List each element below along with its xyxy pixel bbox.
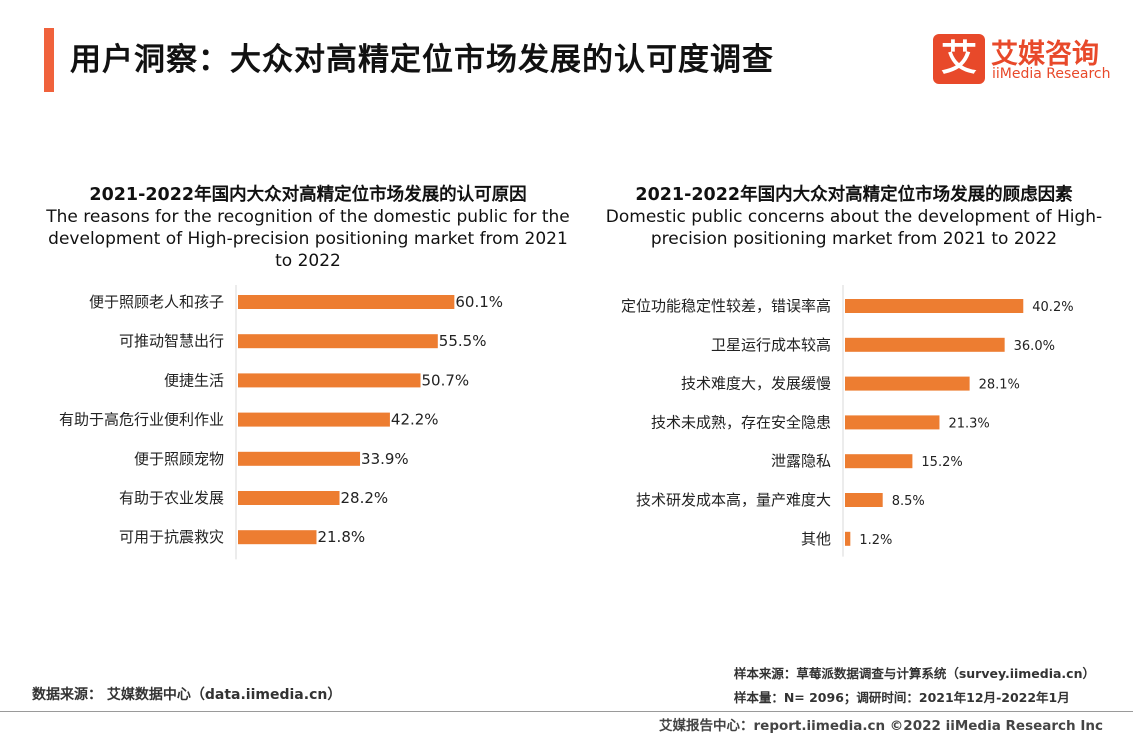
chart-2-category-label: 卫星运行成本较高 — [711, 336, 831, 354]
chart-2-value-label: 15.2% — [921, 455, 962, 470]
concern-factors-bar-chart: 定位功能稳定性较差，错误率高 40.2% 卫星运行成本较高 36.0% 技术难度大，发展… — [621, 285, 1074, 557]
footer-divider — [0, 711, 1133, 712]
logo-text-cn: 艾媒咨询 — [991, 39, 1099, 70]
chart-1-bar — [238, 491, 340, 505]
chart-2-bar — [845, 493, 883, 507]
chart-1-category-label: 有助于高危行业便利作业 — [59, 411, 224, 429]
page-title: 用户洞察：大众对高精定位市场发展的认可度调查 — [70, 42, 774, 78]
chart-1-value-label: 21.8% — [317, 528, 365, 546]
chart-2-bar — [845, 337, 1005, 352]
chart-1-bar — [238, 334, 438, 349]
chart-1-category-label: 有助于农业发展 — [119, 489, 224, 507]
chart-1-bar — [238, 295, 455, 309]
logo-text-en: iiMedia Research — [992, 66, 1111, 82]
chart-2-subtitle: Domestic public concerns about the devel… — [605, 207, 1103, 249]
chart-2-category-label: 泄露隐私 — [771, 452, 831, 470]
logo-mark: 艾 — [933, 34, 985, 84]
sample-size: 样本量：N= 2096；调研时间：2021年12月-2022年1月 — [733, 690, 1070, 705]
iimedia-logo: 艾 艾媒咨询 iiMedia Research — [933, 32, 1118, 88]
chart-1-category-label: 可用于抗震救灾 — [119, 528, 224, 546]
chart-2-value-label: 8.5% — [892, 494, 925, 509]
chart-2-category-label: 技术研发成本高，量产难度大 — [636, 491, 831, 509]
chart-2-category-label: 技术难度大，发展缓慢 — [681, 375, 831, 393]
chart-1-title: 2021-2022年国内大众对高精定位市场发展的认可原因 — [89, 185, 527, 205]
chart-2-bar — [845, 415, 940, 430]
chart-2-value-label: 36.0% — [1014, 339, 1055, 354]
chart-1-value-label: 42.2% — [391, 411, 439, 429]
chart-2-value-label: 1.2% — [859, 533, 892, 548]
chart-1-value-label: 28.2% — [341, 489, 389, 507]
report-center-footer: 艾媒报告中心：report.iimedia.cn ©2022 iiMedia R… — [659, 718, 1103, 734]
chart-1-bar — [238, 530, 317, 545]
chart-1-subtitle: The reasons for the recognition of the d… — [46, 207, 570, 271]
recognition-reasons-bar-chart: 便于照顾老人和孩子 60.1% 可推动智慧出行 55.5% 便捷生活 50.7% 有助于高危… — [59, 285, 503, 560]
title-accent-bar — [44, 28, 54, 92]
chart-1-value-label: 60.1% — [455, 293, 503, 311]
chart-1-category-label: 便捷生活 — [164, 371, 224, 389]
chart-1-title-block: 2021-2022年国内大众对高精定位市场发展的认可原因 The reasons… — [40, 184, 576, 272]
data-source: 数据来源： 艾媒数据中心（data.iimedia.cn） — [32, 687, 342, 703]
chart-2-bar — [845, 454, 913, 469]
chart-2-value-label: 28.1% — [979, 378, 1020, 393]
chart-1-value-label: 33.9% — [361, 450, 409, 468]
chart-2-title: 2021-2022年国内大众对高精定位市场发展的顾虑因素 — [635, 185, 1073, 205]
chart-1-category-label: 可推动智慧出行 — [119, 332, 224, 350]
chart-2-bar — [845, 299, 1024, 313]
chart-1-value-label: 55.5% — [439, 332, 487, 350]
chart-1-bar — [238, 451, 361, 466]
sample-info: 样本来源：草莓派数据调查与计算系统（survey.iimedia.cn） 样本量… — [734, 662, 1095, 710]
chart-1-value-label: 50.7% — [422, 371, 470, 389]
chart-1-bar — [238, 373, 421, 388]
chart-1-category-label: 便于照顾老人和孩子 — [89, 293, 224, 311]
chart-2-value-label: 40.2% — [1032, 300, 1073, 315]
chart-1-category-label: 便于照顾宠物 — [134, 450, 224, 468]
chart-2-category-label: 其他 — [801, 530, 831, 548]
chart-2-value-label: 21.3% — [948, 416, 989, 431]
chart-2-bar — [845, 531, 851, 546]
chart-2-category-label: 技术未成熟，存在安全隐患 — [651, 413, 831, 431]
chart-2-bar — [845, 376, 970, 391]
chart-2-title-block: 2021-2022年国内大众对高精定位市场发展的顾虑因素 Domestic pu… — [590, 184, 1118, 250]
sample-source: 样本来源：草莓派数据调查与计算系统（survey.iimedia.cn） — [733, 666, 1095, 681]
chart-1-bar — [238, 412, 390, 427]
chart-2-category-label: 定位功能稳定性较差，错误率高 — [621, 297, 831, 315]
